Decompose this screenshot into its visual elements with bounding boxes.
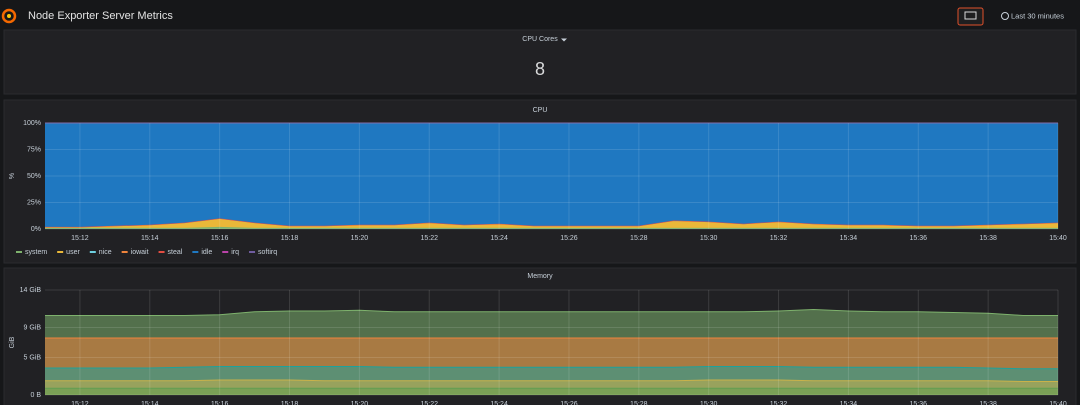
legend-entry[interactable]: softirq [258, 249, 277, 256]
x-tick-label: 15:24 [490, 401, 508, 405]
legend-entry[interactable]: nice [99, 249, 112, 256]
x-tick-label: 15:16 [211, 401, 229, 405]
dropdown-caret [561, 38, 567, 42]
legend-entry[interactable]: irq [231, 249, 239, 256]
x-tick-label: 15:22 [420, 401, 438, 405]
x-tick-label: 15:28 [630, 401, 648, 405]
series-line [45, 308, 1058, 316]
y-tick-label: 50% [27, 173, 41, 180]
x-tick-label: 15:16 [211, 235, 229, 242]
x-tick-label: 15:40 [1049, 235, 1067, 242]
panel-title[interactable]: Memory [527, 273, 553, 280]
y-tick-label: 14 GiB [20, 287, 42, 294]
x-tick-label: 15:12 [71, 235, 89, 242]
x-tick-label: 15:22 [420, 235, 438, 242]
panel-title[interactable]: CPU [533, 107, 548, 114]
y-tick-label: 100% [23, 120, 41, 127]
x-tick-label: 15:26 [560, 235, 578, 242]
y-tick-label: 25% [27, 199, 41, 206]
series-line [45, 379, 1058, 382]
top-bar [0, 0, 1080, 32]
x-tick-label: 15:20 [351, 235, 369, 242]
x-tick-label: 15:32 [770, 401, 788, 405]
stat-title[interactable]: CPU Cores [522, 36, 558, 43]
x-tick-label: 15:28 [630, 235, 648, 242]
x-tick-label: 15:14 [141, 235, 159, 242]
y-tick-label: 0 B [30, 392, 41, 399]
x-tick-label: 15:30 [700, 235, 718, 242]
legend-entry[interactable]: steal [168, 249, 183, 256]
y-tick-label: 75% [27, 146, 41, 153]
legend-entry[interactable]: idle [201, 249, 212, 256]
monitor-icon [964, 11, 977, 20]
x-tick-label: 15:18 [281, 401, 299, 405]
x-tick-label: 15:18 [281, 235, 299, 242]
x-tick-label: 15:36 [910, 401, 928, 405]
x-tick-label: 15:12 [71, 401, 89, 405]
x-tick-label: 15:32 [770, 235, 788, 242]
x-tick-label: 15:34 [840, 401, 858, 405]
legend-entry[interactable]: system [25, 249, 47, 256]
x-tick-label: 15:40 [1049, 401, 1067, 405]
y-tick-label: 0% [31, 226, 41, 233]
series-line [45, 366, 1058, 370]
x-tick-label: 15:20 [351, 401, 369, 405]
logo-center [7, 14, 11, 18]
logo[interactable] [1, 8, 17, 24]
series-area [45, 388, 1058, 395]
stat-value: 8 [535, 59, 545, 79]
x-tick-label: 15:38 [979, 235, 997, 242]
stat-panel [3, 29, 1077, 95]
legend-entry[interactable]: user [66, 249, 80, 256]
x-tick-label: 15:34 [840, 235, 858, 242]
x-tick-label: 15:24 [490, 235, 508, 242]
time-range-picker[interactable]: Last 30 minutes [1011, 11, 1064, 20]
x-tick-label: 15:30 [700, 401, 718, 405]
dashboard-title[interactable]: Node Exporter Server Metrics [28, 10, 173, 22]
series-area [45, 218, 1058, 228]
y-axis-label: % [9, 173, 16, 179]
legend-entry[interactable]: iowait [131, 249, 149, 256]
x-tick-label: 15:36 [910, 235, 928, 242]
x-tick-label: 15:14 [141, 401, 159, 405]
y-tick-label: 9 GiB [23, 324, 41, 331]
series-area [45, 123, 1058, 227]
y-axis-label: GiB [9, 336, 16, 348]
clock-icon [1001, 12, 1009, 20]
x-tick-label: 15:38 [979, 401, 997, 405]
x-tick-label: 15:26 [560, 401, 578, 405]
tv-mode-button[interactable] [957, 7, 984, 26]
y-tick-label: 5 GiB [23, 354, 41, 361]
